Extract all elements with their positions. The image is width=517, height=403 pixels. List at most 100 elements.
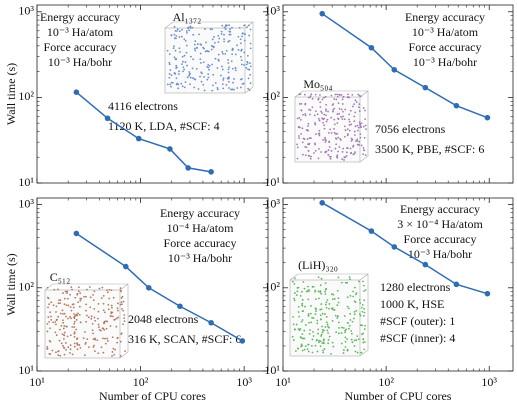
- atom: [64, 290, 67, 293]
- x-tick-label: 10³: [236, 375, 252, 389]
- y-tick-label: 10¹: [264, 175, 280, 189]
- atom: [322, 339, 325, 342]
- atom: [348, 113, 351, 116]
- atom: [243, 51, 246, 54]
- atom: [181, 28, 183, 31]
- atom: [349, 312, 352, 315]
- atom: [307, 122, 310, 125]
- atom: [321, 312, 324, 315]
- atom: [239, 38, 242, 41]
- atom: [168, 61, 171, 64]
- atom: [319, 308, 322, 311]
- atom: [331, 320, 334, 322]
- atom: [327, 338, 330, 341]
- atom: [207, 73, 210, 76]
- atom: [240, 63, 243, 66]
- atom: [249, 28, 252, 31]
- atom: [189, 25, 192, 28]
- atom: [323, 348, 326, 350]
- atom: [314, 290, 317, 293]
- atom: [312, 331, 314, 333]
- atom: [123, 317, 126, 320]
- atom: [57, 350, 59, 353]
- atom: [166, 49, 169, 52]
- x-tick-label: 10¹: [29, 375, 45, 389]
- y-axis-label: Wall time (s): [4, 253, 18, 315]
- atom: [103, 328, 106, 331]
- atom: [102, 351, 105, 354]
- atom: [202, 61, 205, 64]
- atom: [227, 40, 230, 43]
- atom: [292, 315, 294, 318]
- atom: [317, 290, 320, 293]
- atom: [309, 329, 311, 331]
- atom: [334, 147, 337, 150]
- atom: [319, 101, 322, 104]
- atom: [325, 110, 327, 112]
- atom: [86, 288, 88, 291]
- atom: [207, 76, 210, 79]
- atom: [319, 284, 322, 287]
- atom: [307, 289, 310, 291]
- atom: [241, 77, 243, 80]
- atom: [79, 346, 82, 349]
- atom: [297, 305, 300, 308]
- atom: [247, 24, 250, 27]
- atom: [70, 309, 73, 312]
- atom: [222, 79, 225, 81]
- atom: [354, 286, 356, 289]
- atom: [293, 292, 296, 294]
- atom: [193, 86, 196, 89]
- atom: [309, 312, 312, 315]
- atom: [216, 67, 219, 69]
- atom: [210, 48, 213, 51]
- atom: [303, 348, 306, 351]
- atom: [312, 335, 315, 337]
- atom: [323, 96, 326, 99]
- atom: [84, 354, 86, 357]
- atom: [353, 300, 356, 303]
- atom: [227, 59, 229, 61]
- atom: [240, 42, 242, 45]
- atom: [62, 346, 65, 349]
- y-axis-label: Wall time (s): [4, 63, 18, 125]
- atom: [231, 26, 233, 29]
- atom: [353, 120, 356, 123]
- atom: [104, 311, 106, 314]
- atom: [236, 87, 239, 89]
- structure-label: Mo₅₀₄: [303, 77, 332, 91]
- atom: [97, 302, 100, 305]
- atom: [309, 157, 312, 160]
- atom: [325, 306, 328, 309]
- atom: [318, 129, 321, 132]
- atom: [92, 346, 95, 348]
- atom: [50, 318, 53, 321]
- data-point: [145, 284, 152, 291]
- atom: [65, 315, 67, 318]
- atom: [336, 93, 339, 96]
- atom: [177, 83, 180, 86]
- atom: [245, 63, 248, 66]
- atom: [353, 310, 356, 313]
- atom: [194, 78, 197, 81]
- atom: [46, 322, 49, 325]
- atom: [189, 83, 191, 86]
- atom: [318, 339, 321, 342]
- atom: [196, 43, 199, 45]
- atom: [236, 44, 238, 47]
- atom: [344, 336, 347, 339]
- atom: [170, 74, 173, 76]
- data-point: [453, 281, 460, 288]
- atom: [220, 30, 223, 33]
- atom: [233, 88, 235, 91]
- atom: [184, 39, 187, 42]
- atom: [317, 276, 320, 279]
- atom: [191, 26, 194, 29]
- atom: [79, 292, 82, 295]
- atom: [348, 124, 351, 126]
- atom: [308, 332, 311, 335]
- atom: [307, 298, 310, 301]
- atom: [307, 285, 309, 288]
- atom: [188, 71, 191, 73]
- atom: [336, 95, 339, 98]
